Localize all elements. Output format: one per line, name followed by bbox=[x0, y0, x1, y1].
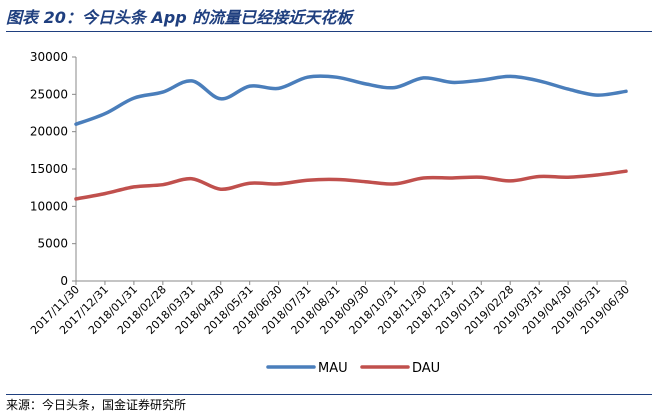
source-rule bbox=[6, 394, 652, 395]
y-tick-label: 15000 bbox=[30, 162, 68, 176]
chart-title: 图表 20：今日头条 App 的流量已经接近天花板 bbox=[6, 8, 353, 27]
series-lines bbox=[74, 74, 628, 201]
y-tick-label: 5000 bbox=[37, 237, 68, 251]
x-axis: 2017/11/302017/12/312018/01/312018/02/28… bbox=[28, 280, 632, 337]
y-axis: 0 5000 10000 15000 20000 25000 30000 bbox=[30, 50, 77, 288]
series-line-dau bbox=[74, 169, 628, 201]
source-note: 来源：今日头条，国金证券研究所 bbox=[6, 398, 187, 412]
legend-label-dau: DAU bbox=[412, 361, 440, 376]
y-tick-label: 30000 bbox=[30, 50, 68, 64]
y-tick-label: 10000 bbox=[30, 199, 68, 213]
y-tick-label: 20000 bbox=[30, 125, 68, 139]
legend-label-mau: MAU bbox=[318, 361, 348, 376]
legend: MAU DAU bbox=[266, 361, 440, 376]
series-line-mau bbox=[74, 74, 628, 126]
title-rule bbox=[6, 31, 652, 32]
y-tick-label: 0 bbox=[60, 274, 68, 288]
y-tick-label: 25000 bbox=[30, 87, 68, 101]
